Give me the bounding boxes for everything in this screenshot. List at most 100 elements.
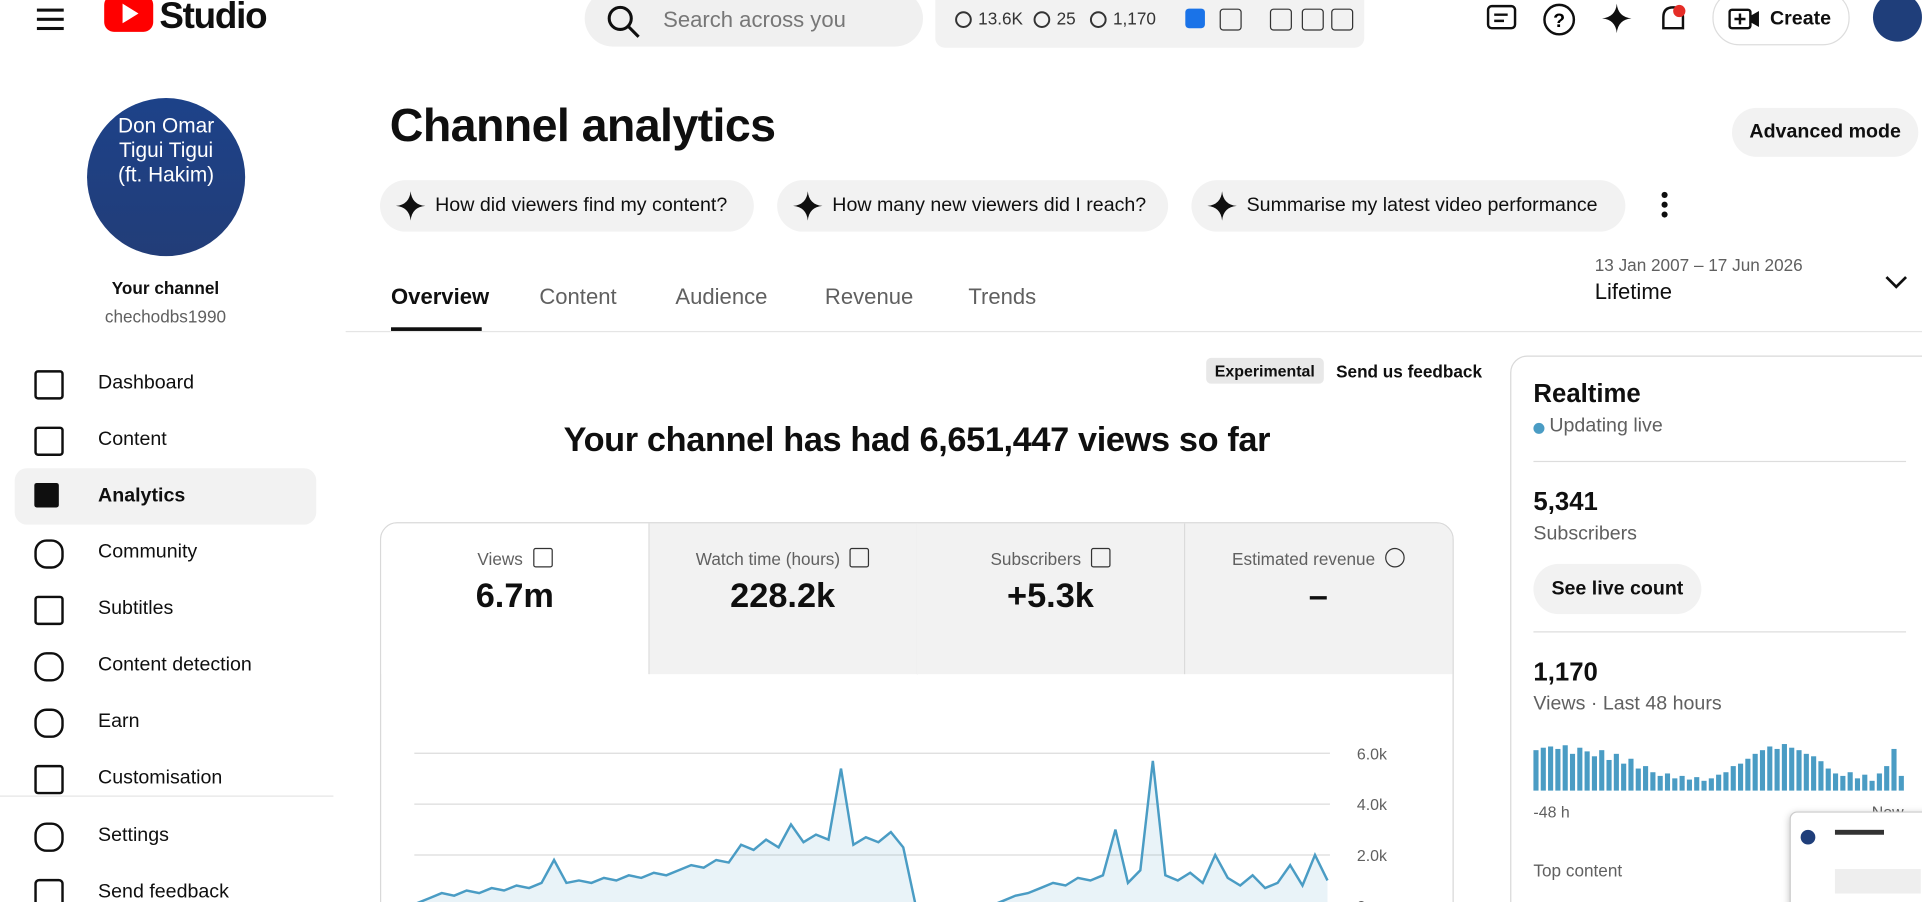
thumb-line xyxy=(1834,829,1884,835)
stat-icon-shape xyxy=(955,11,972,28)
tab[interactable]: Trends xyxy=(968,284,1037,309)
sparkle-icon xyxy=(1207,191,1237,221)
tabs-divider xyxy=(345,330,1922,333)
stat-icon xyxy=(955,11,972,28)
thumb-avatar xyxy=(1800,829,1816,845)
metric-value: – xyxy=(1308,576,1328,615)
nav-icon xyxy=(34,822,64,852)
suggestion-chip[interactable]: How many new viewers did I reach? xyxy=(777,180,1169,232)
sparkle-icon xyxy=(395,191,426,221)
tab[interactable]: Audience xyxy=(675,284,768,309)
date-range: 13 Jan 2007 – 17 Jun 2026 xyxy=(1594,254,1803,275)
extension-icon[interactable] xyxy=(1301,8,1324,31)
nav-item[interactable]: Content detection xyxy=(15,637,317,693)
metric-tab[interactable]: Watch time (hours) 228.2k xyxy=(649,523,918,675)
search-box[interactable]: Search across you xyxy=(584,0,923,47)
nav-item[interactable]: Community xyxy=(15,525,317,581)
metric-label-text: Estimated revenue xyxy=(1232,549,1376,569)
logo-icon[interactable] xyxy=(103,0,157,34)
search-placeholder: Search across you xyxy=(663,7,846,32)
help-icon[interactable]: ? xyxy=(1542,2,1576,36)
more-button[interactable] xyxy=(1655,190,1675,222)
ai-icon[interactable] xyxy=(1601,2,1633,34)
nav-label: Community xyxy=(98,541,198,563)
nav-icon xyxy=(34,878,64,902)
extension-bar xyxy=(935,0,1365,48)
metric-label-text: Watch time (hours) xyxy=(695,549,841,569)
realtime-card xyxy=(1510,355,1922,902)
divider xyxy=(1533,631,1907,633)
metric-label: Watch time (hours) xyxy=(649,547,916,569)
extension-icon[interactable] xyxy=(1219,8,1242,31)
metric-label-text: Views xyxy=(477,549,523,569)
nav-label: Subtitles xyxy=(98,598,174,620)
nav-item[interactable]: Settings xyxy=(15,808,317,864)
stat-value: 25 xyxy=(1056,8,1076,29)
menu-button[interactable] xyxy=(36,6,66,33)
sparkle-icon xyxy=(793,191,823,221)
nav-icon xyxy=(34,370,64,400)
metric-label: Subscribers xyxy=(917,547,1184,569)
top-content-label: Top content xyxy=(1533,860,1623,881)
advanced-mode-button[interactable]: Advanced mode xyxy=(1731,107,1919,157)
metric-icon xyxy=(1090,547,1111,568)
stat-icon xyxy=(1033,11,1051,28)
suggestion-text: Summarise my latest video performance xyxy=(1246,194,1598,216)
live-dot xyxy=(1533,422,1545,434)
nav-item[interactable]: Customisation xyxy=(15,750,317,806)
nav-label: Dashboard xyxy=(98,372,195,394)
thumb-block xyxy=(1834,869,1921,894)
nav-item[interactable]: Analytics xyxy=(14,468,317,525)
logo-text: Studio xyxy=(159,0,267,37)
sparkle-shape xyxy=(1207,191,1237,221)
nav-item[interactable]: Dashboard xyxy=(15,355,317,411)
metric-tab[interactable]: Views 6.7m xyxy=(381,523,650,675)
divider xyxy=(0,795,334,797)
feedback-icon[interactable] xyxy=(1486,2,1523,36)
metric-label-text: Subscribers xyxy=(990,549,1082,569)
sparkle-shape xyxy=(395,191,426,221)
nav-item[interactable]: Subtitles xyxy=(15,581,317,637)
metric-tab[interactable]: Subscribers +5.3k xyxy=(916,523,1186,675)
nav-item[interactable]: Content xyxy=(15,412,317,468)
sparkle-shape xyxy=(793,191,823,221)
create-label: Create xyxy=(1769,8,1832,30)
nav-label: Customisation xyxy=(98,767,223,789)
extension-icon[interactable] xyxy=(1331,8,1354,31)
avatar-line: Don Omar xyxy=(118,113,215,138)
thumbnail-preview[interactable] xyxy=(1789,811,1922,902)
period-dropdown[interactable] xyxy=(1883,272,1910,292)
nav-item[interactable]: Earn xyxy=(15,694,317,750)
avatar-line: Tigui Tigui xyxy=(118,138,214,162)
tab[interactable]: Overview xyxy=(391,284,490,309)
channel-avatar[interactable]: Don Omar Tigui Tigui (ft. Hakim) xyxy=(87,98,246,257)
metric-tab[interactable]: Estimated revenue – xyxy=(1184,523,1453,675)
metric-value: +5.3k xyxy=(1007,576,1094,615)
nav-item[interactable]: Send feedback xyxy=(15,864,317,902)
avatar-line: (ft. Hakim) xyxy=(118,163,215,187)
search-icon xyxy=(607,5,640,38)
extension-icon[interactable] xyxy=(1269,8,1292,31)
metrics-card: Views 6.7m Watch time (hours) 228.2k Subscri… xyxy=(379,522,1454,902)
notifications-icon[interactable] xyxy=(1657,2,1691,36)
nav-icon xyxy=(34,595,64,626)
stat-value: 1,170 xyxy=(1112,8,1156,29)
metric-value: 228.2k xyxy=(730,576,836,615)
tab-indicator xyxy=(391,327,482,331)
create-button[interactable]: Create xyxy=(1712,0,1850,46)
suggestion-chip[interactable]: Summarise my latest video performance xyxy=(1191,180,1626,232)
extension-icon[interactable] xyxy=(1185,8,1205,29)
metric-icon xyxy=(532,547,553,568)
account-avatar[interactable] xyxy=(1872,0,1922,42)
period[interactable]: Lifetime xyxy=(1594,279,1672,304)
feedback-link[interactable]: Send us feedback xyxy=(1336,361,1483,382)
suggestion-text: How many new viewers did I reach? xyxy=(832,194,1147,216)
suggestion-chip[interactable]: How did viewers find my content? xyxy=(379,180,754,232)
nav-icon xyxy=(34,426,64,456)
live-count-button[interactable]: See live count xyxy=(1533,563,1702,615)
suggestion-text: How did viewers find my content? xyxy=(435,194,728,216)
nav-label: Send feedback xyxy=(98,881,229,902)
tab[interactable]: Revenue xyxy=(824,284,914,309)
tab[interactable]: Content xyxy=(539,284,617,309)
